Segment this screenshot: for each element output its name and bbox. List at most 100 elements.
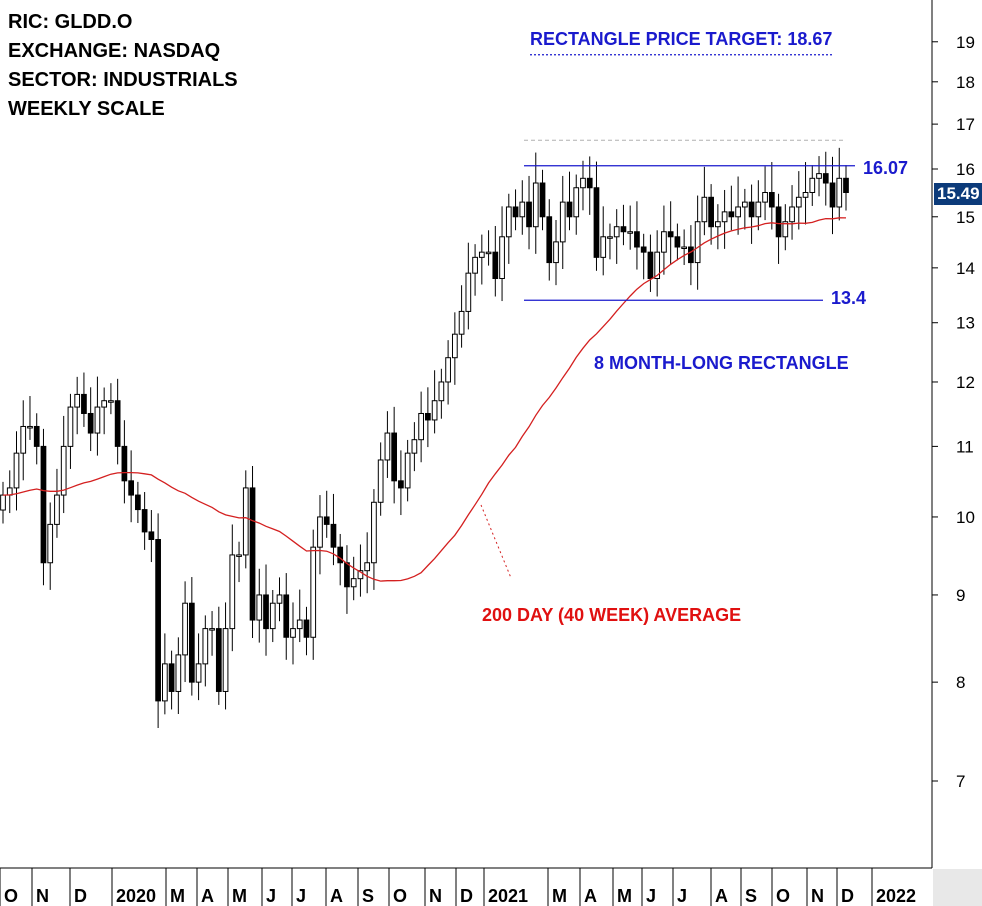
candle-body [47,523,54,564]
candle-body [694,221,701,264]
candle-body [566,201,573,218]
candle-body [256,594,263,621]
candle-body [755,201,762,218]
x-tick-label: M [232,886,247,906]
x-tick-label: N [36,886,49,906]
candle-body [128,480,134,496]
candle-body [209,628,215,631]
candle-body [87,412,94,434]
candle-body [728,211,735,218]
candle-body [546,216,553,264]
y-tick-label: 19 [956,33,975,52]
candle-body [667,231,674,238]
candle-body [741,201,748,208]
x-tick-label: J [266,886,276,906]
candle-body [613,226,620,238]
candle-body [526,201,532,228]
candle-body [822,173,829,184]
candle-body [748,201,755,218]
candle-body [108,400,114,403]
candle-body [532,182,539,228]
x-tick-label: A [201,886,214,906]
candle-body [539,182,546,218]
x-tick-label: O [776,886,790,906]
candle-body [762,192,768,203]
candle-body [236,554,242,557]
moving-average-line [2,217,847,582]
candle-body [458,310,465,335]
candle-body [593,187,600,258]
exchange-label: EXCHANGE: NASDAQ [8,40,221,62]
candle-body [202,628,209,665]
candle-body [263,594,269,630]
candle-body [512,206,519,218]
candle-body [492,251,499,280]
candle-body [573,187,580,218]
x-tick-label: A [330,886,343,906]
rectangle-pattern [524,54,855,301]
candle-body [485,251,492,255]
candle-body [323,516,330,525]
y-tick-label: 18 [956,73,975,92]
candle-body [67,406,74,447]
x-tick-label: D [460,886,473,906]
x-tick-label: A [584,886,597,906]
candle-body [782,221,789,238]
candle-body [81,393,87,414]
x-tick-label: 2022 [876,886,916,906]
candle-body [74,393,81,408]
candle-body [249,487,256,621]
candle-body [499,236,505,280]
candle-body [809,177,816,194]
x-tick-label: 2021 [488,886,528,906]
candle-body [674,236,681,248]
y-axis: 7 8 9 10 11 12 13 14 15 16 17 18 19 [931,0,975,868]
x-tick-label: 2020 [116,886,156,906]
candle-body [688,246,694,264]
candle-body [640,246,647,253]
candle-body [620,226,627,233]
ma-dotted-pointer [480,504,512,579]
y-tick-label: 17 [956,115,975,134]
candle-body [384,432,391,461]
candle-body [222,628,229,692]
candle-body [829,182,836,208]
candle-body [188,602,195,683]
candle-body [229,554,236,630]
candle-body [634,231,640,248]
candle-body [418,412,424,441]
candle-body [465,272,472,312]
x-tick-label: M [552,886,567,906]
candle-body [141,509,148,533]
support-label: 13.4 [831,288,867,308]
candle-body [519,201,526,218]
candle-body [478,251,485,258]
candle-body [60,445,67,496]
candle-body [114,400,121,447]
y-tick-label: 8 [956,673,965,692]
y-tick-label: 14 [956,259,975,278]
price-target-label: RECTANGLE PRICE TARGET: 18.67 [530,29,833,49]
candle-body [789,206,795,223]
candle-body [715,221,721,228]
candle-body [101,400,108,408]
candle-body [505,206,512,238]
x-tick-label: N [429,886,442,906]
x-tick-label: N [811,886,824,906]
candle-body [836,177,843,208]
candle-body [391,432,398,482]
candle-body [182,602,188,656]
candle-body [586,177,593,189]
candle-body [54,494,60,525]
candle-body [654,251,661,280]
ric-label: RIC: GLDD.O [8,11,133,33]
candle-body [135,494,141,511]
candle-body [377,459,384,503]
candle-body [701,196,708,223]
x-tick-label: S [362,886,374,906]
candle-body [647,251,654,280]
x-tick-label: O [4,886,18,906]
candle-body [431,400,438,421]
candle-body [27,425,33,429]
y-tick-label: 15 [956,208,975,227]
